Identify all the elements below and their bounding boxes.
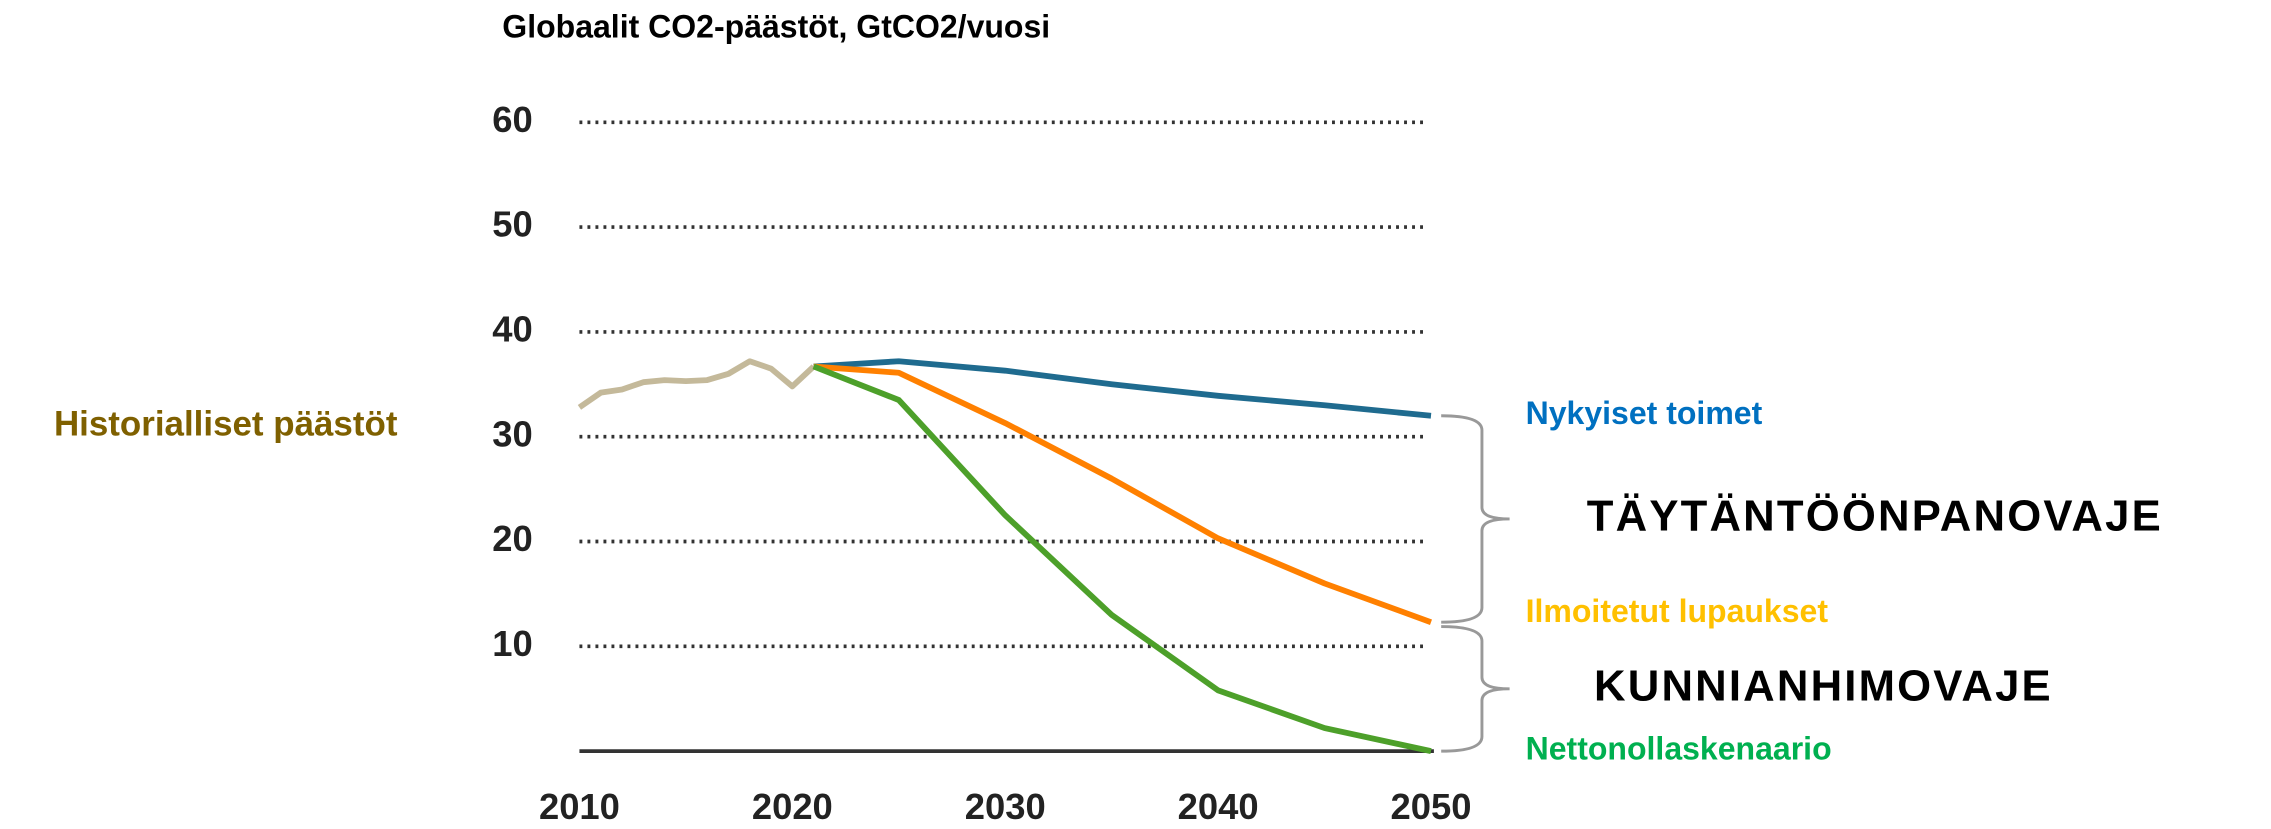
- brace: [1441, 625, 1510, 753]
- y-tick-label: 60: [492, 99, 532, 140]
- x-tick-label: 2010: [539, 786, 620, 827]
- series-label: Nykyiset toimet: [1526, 395, 1763, 431]
- series-line: [812, 363, 1432, 754]
- x-tick-label: 2040: [1178, 786, 1259, 827]
- y-tick-label: 50: [492, 204, 532, 245]
- annotation: TÄYTÄNTÖÖNPANOVAJE: [1587, 492, 2163, 541]
- x-tick-label: 2030: [965, 786, 1046, 827]
- x-tick-label: 2020: [752, 786, 833, 827]
- series-label: Nettonollaskenaario: [1526, 731, 1832, 767]
- chart-title: Globaalit CO2-päästöt, GtCO2/vuosi: [502, 9, 1050, 45]
- series-line: [577, 358, 816, 410]
- x-tick-label: 2050: [1391, 786, 1472, 827]
- brace: [1441, 414, 1510, 624]
- series-line: [813, 363, 1432, 625]
- series-label: Historialliset päästöt: [54, 405, 398, 444]
- y-tick-label: 30: [492, 413, 532, 454]
- series-label: Ilmoitetut lupaukset: [1526, 593, 1829, 629]
- y-tick-label: 40: [492, 309, 532, 350]
- annotation: KUNNIANHIMOVAJE: [1594, 661, 2053, 710]
- series-line: [813, 358, 1432, 419]
- y-tick-label: 20: [492, 518, 532, 559]
- y-tick-label: 10: [492, 623, 532, 664]
